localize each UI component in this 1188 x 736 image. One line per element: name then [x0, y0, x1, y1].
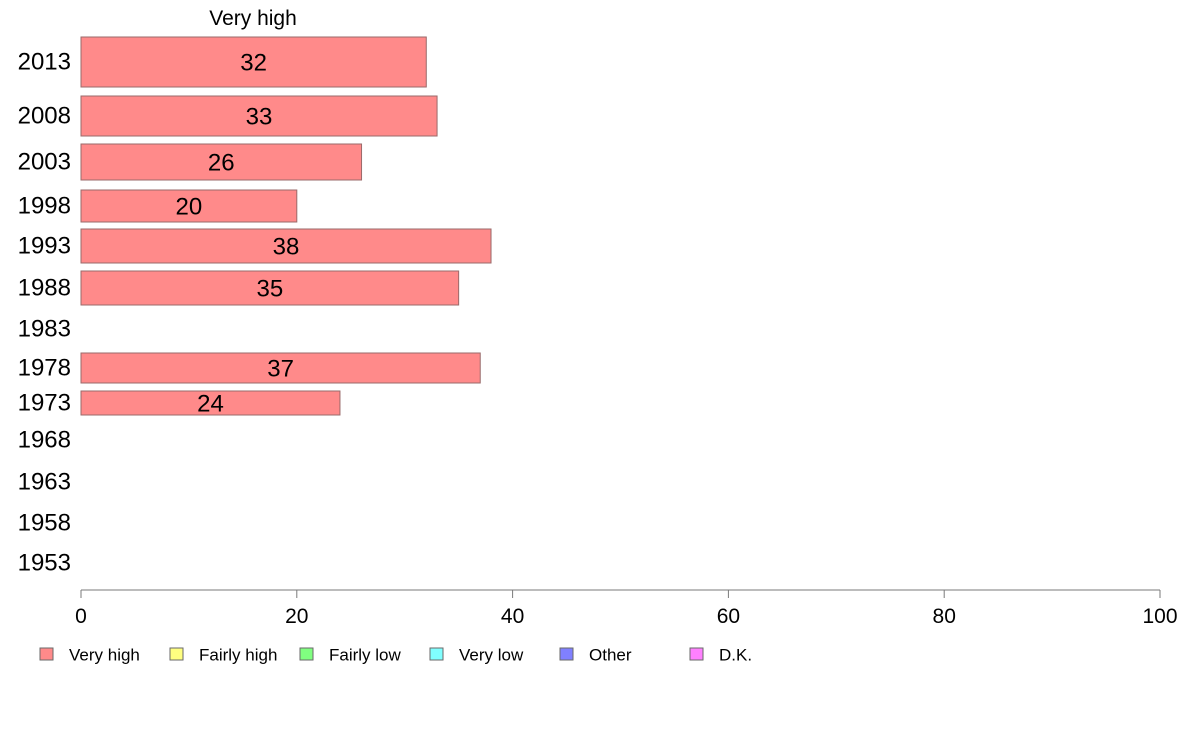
category-label: 1988 — [18, 275, 71, 302]
legend-swatch — [559, 647, 574, 661]
bar-value-label: 33 — [246, 104, 273, 131]
x-tick-label: 40 — [501, 605, 524, 628]
legend-label: Other — [589, 646, 632, 665]
bar-value-label: 24 — [197, 391, 224, 418]
chart-title: Very high — [209, 7, 297, 30]
bar — [80, 390, 341, 416]
bar-value-label: 32 — [240, 50, 267, 77]
category-label: 1973 — [18, 390, 71, 417]
x-tick-label: 20 — [285, 605, 308, 628]
bar-value-label: 20 — [176, 194, 203, 221]
bar — [80, 270, 460, 306]
category-labels: 2013 2008 2003 1998 1993 1988 1983 1978 1973 1968… — [18, 49, 71, 577]
category-label: 1998 — [18, 193, 71, 220]
bar — [80, 189, 298, 223]
legend-swatch — [169, 647, 184, 661]
legend-swatch — [689, 647, 704, 661]
legend-swatch — [39, 647, 54, 661]
x-tick-label: 60 — [717, 605, 740, 628]
legend-swatch — [299, 647, 314, 661]
bar-value-label: 35 — [256, 276, 283, 303]
bar-value-label: 37 — [267, 356, 294, 383]
bar — [80, 143, 363, 181]
bar-value-label: 26 — [208, 150, 235, 177]
category-label: 1983 — [18, 316, 71, 343]
legend-label: Very high — [69, 646, 140, 665]
category-label: 1968 — [18, 427, 71, 454]
bar-value-label: 38 — [273, 234, 300, 261]
category-label: 2008 — [18, 103, 71, 130]
legend-swatch — [429, 647, 444, 661]
legend-label: D.K. — [719, 646, 752, 665]
legend-label: Fairly low — [329, 646, 402, 665]
x-tick-label: 80 — [933, 605, 956, 628]
bar — [80, 36, 427, 88]
category-label: 1963 — [18, 469, 71, 496]
bar — [80, 95, 438, 137]
x-tick-label: 100 — [1142, 605, 1177, 628]
category-label: 1993 — [18, 233, 71, 260]
category-label: 1953 — [18, 550, 71, 577]
category-label: 1958 — [18, 510, 71, 537]
x-axis-ticks: 0 20 40 60 80 100 — [75, 590, 1178, 628]
bar — [80, 352, 481, 384]
legend: Very high Fairly high Fairly low Very low Ot… — [39, 646, 752, 665]
bar — [80, 228, 492, 264]
legend-label: Fairly high — [199, 646, 277, 665]
category-label: 1978 — [18, 355, 71, 382]
category-label: 2003 — [18, 149, 71, 176]
x-tick-label: 0 — [75, 605, 87, 628]
legend-label: Very low — [459, 646, 524, 665]
category-label: 2013 — [18, 49, 71, 76]
